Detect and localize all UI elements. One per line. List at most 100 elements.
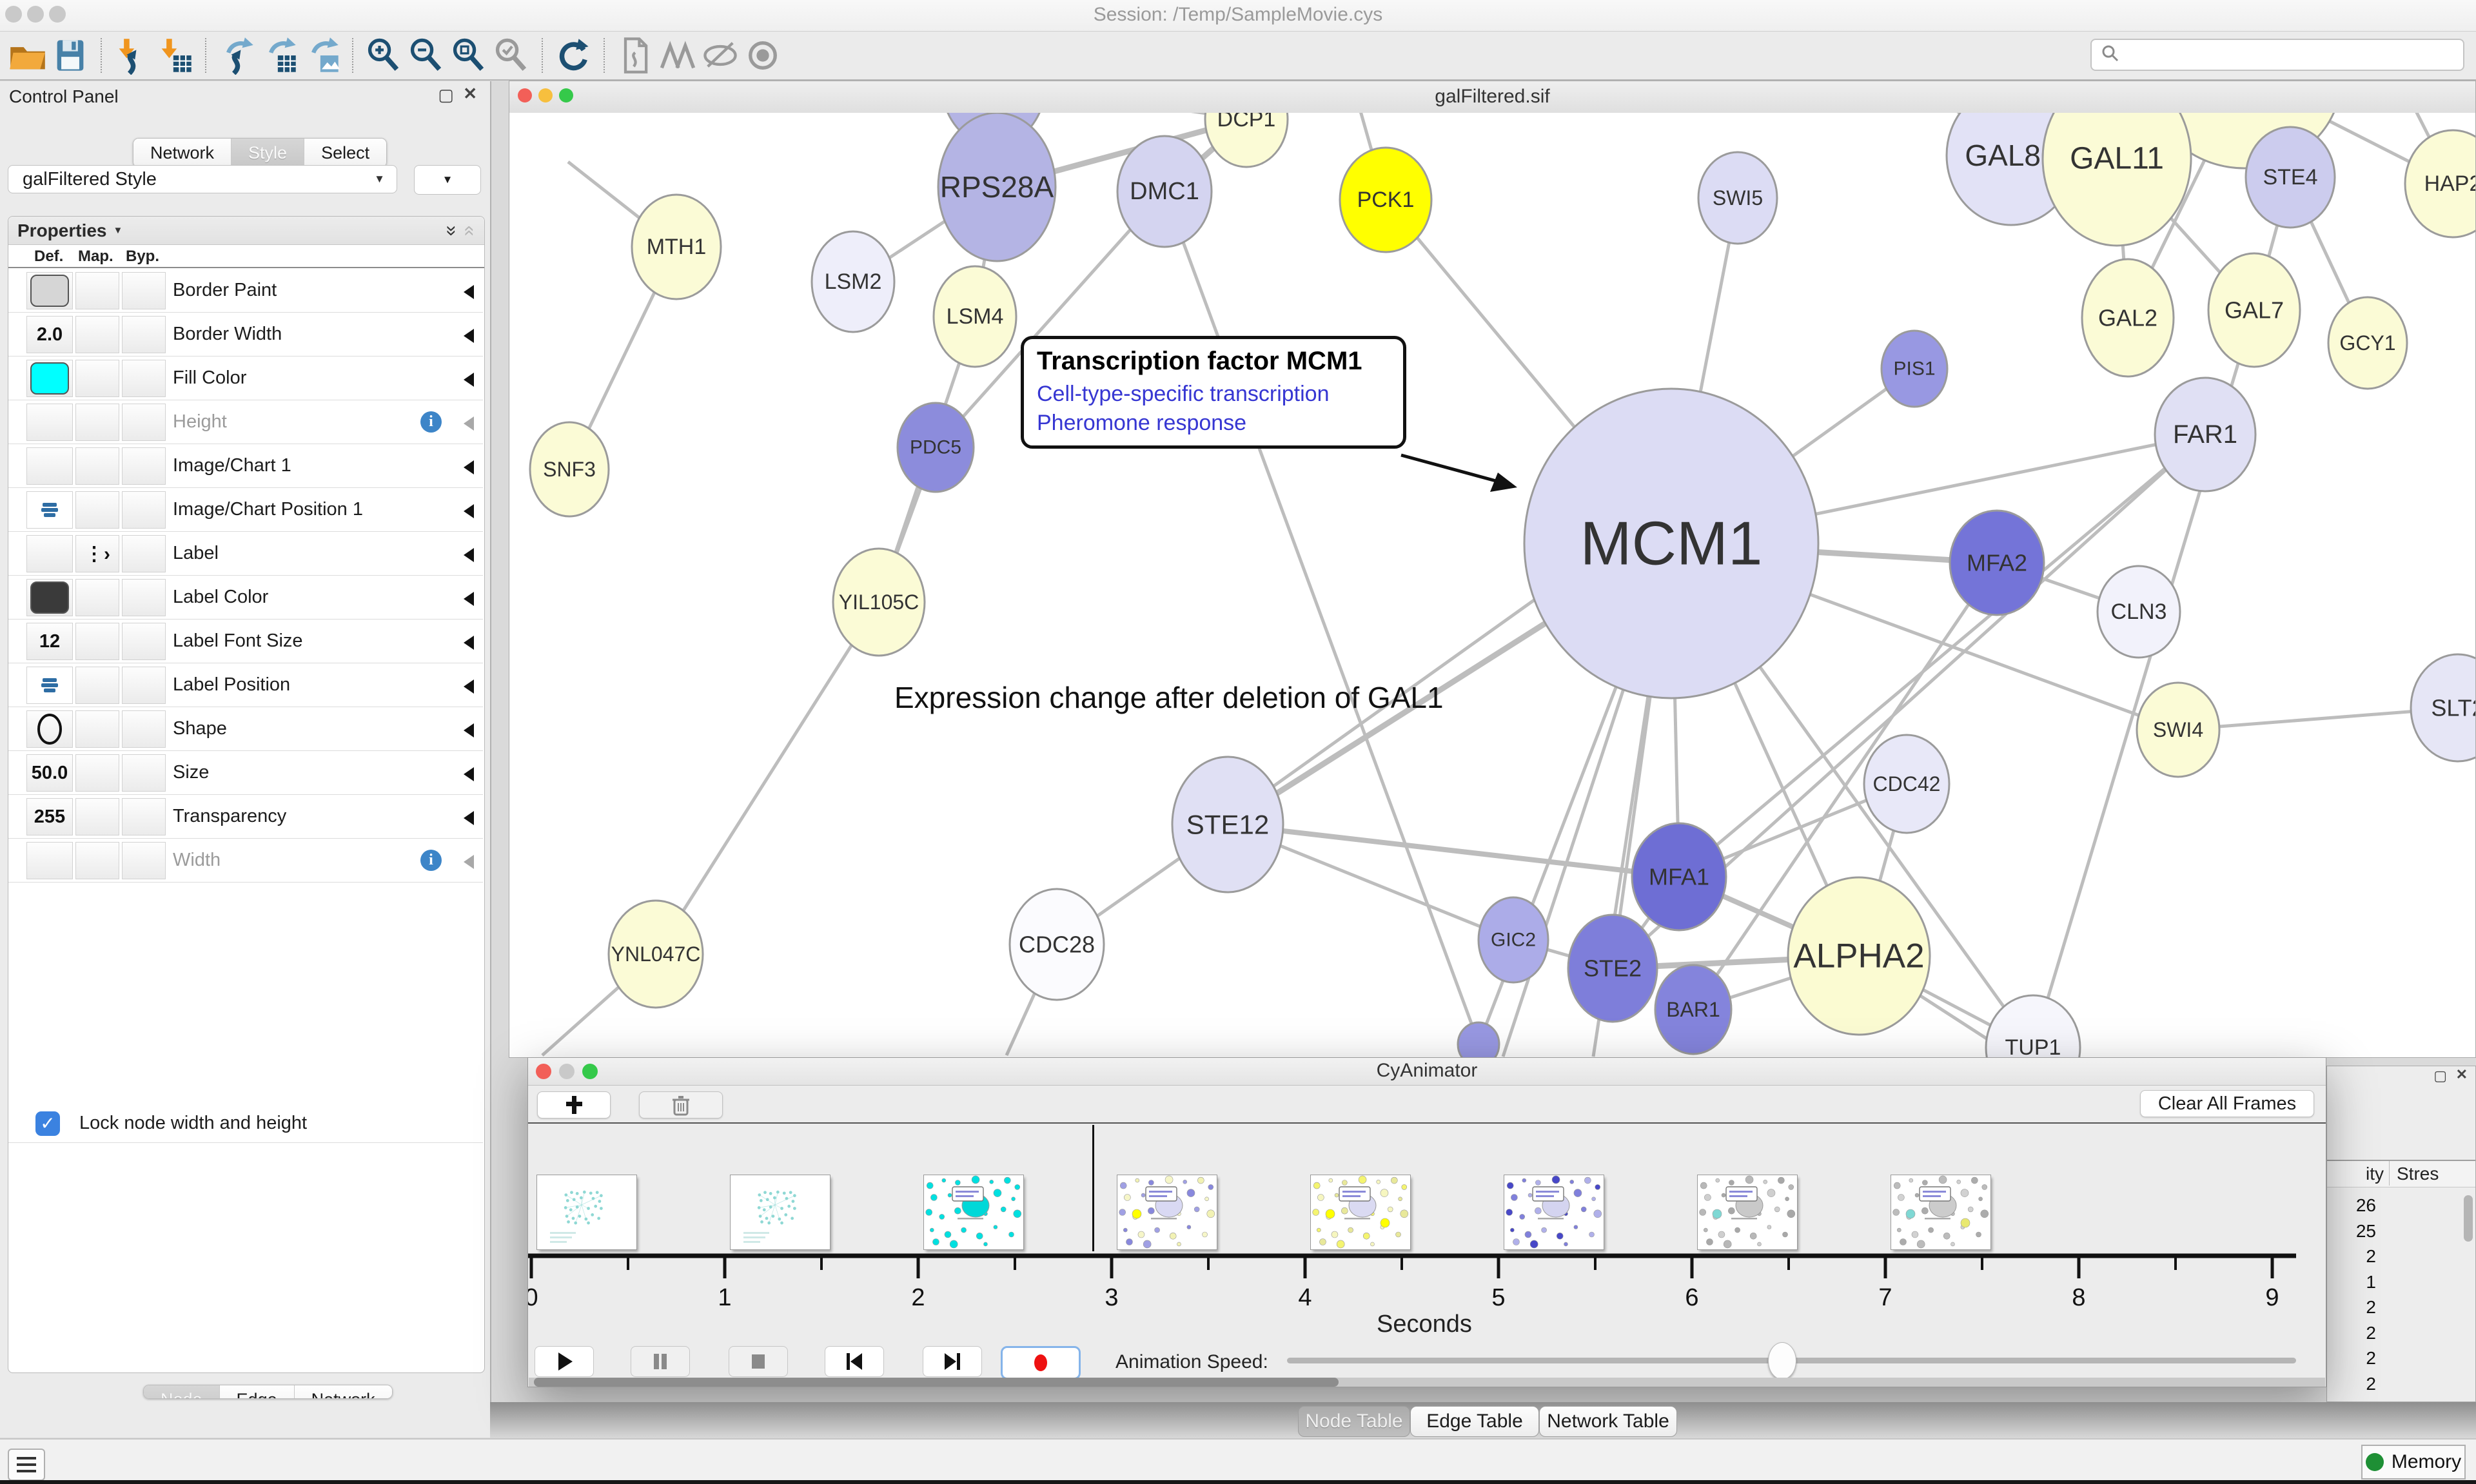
tab-select[interactable]: Select bbox=[304, 139, 387, 167]
bypass-cell[interactable] bbox=[122, 798, 166, 835]
node-GIC2[interactable] bbox=[1477, 896, 1549, 984]
node-SC1[interactable] bbox=[1457, 1021, 1500, 1057]
node-MTH1[interactable] bbox=[631, 193, 722, 300]
expand-property-icon[interactable] bbox=[464, 679, 474, 694]
tab-network-table[interactable]: Network Table bbox=[1539, 1406, 1677, 1437]
stop-button[interactable] bbox=[729, 1346, 788, 1377]
node-SWI4[interactable] bbox=[2136, 681, 2221, 778]
mapping-cell[interactable] bbox=[75, 316, 119, 353]
tab-network[interactable]: Network bbox=[294, 1385, 392, 1398]
node-CDC28[interactable] bbox=[1008, 888, 1105, 1001]
expand-property-icon[interactable] bbox=[464, 504, 474, 518]
bypass-cell[interactable] bbox=[122, 579, 166, 616]
memory-button[interactable]: Memory bbox=[2361, 1445, 2466, 1479]
expand-property-icon[interactable] bbox=[464, 855, 474, 869]
mapping-cell[interactable] bbox=[75, 447, 119, 485]
frame-thumbnail-4[interactable] bbox=[1311, 1175, 1410, 1249]
collapse-all-icon[interactable]: « bbox=[459, 225, 481, 236]
frame-thumbnail-3[interactable] bbox=[1117, 1175, 1217, 1249]
float-panel-icon[interactable]: ▢ bbox=[438, 85, 454, 104]
node-GCY1[interactable] bbox=[2327, 296, 2408, 390]
chevron-down-icon[interactable]: ▼ bbox=[113, 225, 123, 236]
node-BAR1[interactable] bbox=[1654, 964, 1733, 1055]
annotation-link-2[interactable]: Pheromone response bbox=[1037, 410, 1247, 435]
node-SNF3[interactable] bbox=[529, 421, 610, 518]
skip-end-button[interactable] bbox=[923, 1346, 982, 1377]
open-folder-button[interactable] bbox=[6, 34, 49, 77]
network-titlebar[interactable]: galFiltered.sif bbox=[509, 81, 2475, 113]
mapping-cell[interactable] bbox=[75, 623, 119, 660]
zoom-in-button[interactable] bbox=[362, 34, 405, 77]
node-HAP2[interactable] bbox=[2404, 129, 2475, 239]
lock-checkbox[interactable]: ✓ bbox=[35, 1111, 60, 1136]
bypass-cell[interactable] bbox=[122, 535, 166, 572]
results-scrollbar[interactable] bbox=[2464, 1195, 2473, 1242]
mapping-cell[interactable] bbox=[75, 579, 119, 616]
expand-property-icon[interactable] bbox=[464, 548, 474, 562]
node-FAR1[interactable] bbox=[2154, 376, 2257, 493]
node-LSM2[interactable] bbox=[811, 230, 896, 333]
node-ALPHA2[interactable] bbox=[1787, 876, 1931, 1036]
show-document-button[interactable] bbox=[614, 34, 656, 77]
search-box[interactable] bbox=[2090, 39, 2464, 71]
node-GAL2[interactable] bbox=[2081, 258, 2175, 378]
mapping-cell[interactable] bbox=[75, 272, 119, 309]
bypass-cell[interactable] bbox=[122, 710, 166, 748]
default-value-cell[interactable]: 50.0 bbox=[26, 754, 73, 792]
tab-edge-table[interactable]: Edge Table bbox=[1410, 1406, 1539, 1437]
expand-property-icon[interactable] bbox=[464, 636, 474, 650]
frame-thumbnail-0[interactable] bbox=[537, 1175, 636, 1249]
default-value-cell[interactable]: 255 bbox=[26, 798, 73, 835]
timeline[interactable]: 0 1 2 3 4 5 6 7 8 9 Seconds bbox=[528, 1124, 2326, 1338]
mapping-cell[interactable] bbox=[75, 798, 119, 835]
pause-button[interactable] bbox=[631, 1346, 690, 1377]
search-input[interactable] bbox=[2127, 41, 2463, 68]
expand-property-icon[interactable] bbox=[464, 416, 474, 431]
node-SWI5[interactable] bbox=[1697, 151, 1778, 245]
bypass-cell[interactable] bbox=[122, 272, 166, 309]
zoom-window-icon[interactable] bbox=[582, 1064, 598, 1079]
bypass-cell[interactable] bbox=[122, 447, 166, 485]
node-LSM4[interactable] bbox=[932, 265, 1017, 368]
frame-thumbnail-6[interactable] bbox=[1698, 1175, 1797, 1249]
node-GAL11[interactable] bbox=[2041, 113, 2192, 247]
hide-details-button[interactable] bbox=[699, 34, 742, 77]
mapping-cell[interactable] bbox=[75, 491, 119, 529]
timeline-scrollbar[interactable] bbox=[529, 1378, 2325, 1387]
expand-property-icon[interactable] bbox=[464, 723, 474, 737]
tab-node-table[interactable]: Node Table bbox=[1298, 1406, 1410, 1437]
clear-all-frames-button[interactable]: Clear All Frames bbox=[2140, 1090, 2314, 1117]
node-PIS1[interactable] bbox=[1880, 329, 1949, 408]
export-image-button[interactable] bbox=[300, 34, 343, 77]
show-details-button[interactable] bbox=[742, 34, 784, 77]
frame-thumbnail-2[interactable] bbox=[924, 1175, 1023, 1249]
info-icon[interactable]: i bbox=[420, 411, 442, 433]
node-CDC42[interactable] bbox=[1863, 734, 1950, 834]
minimize-icon[interactable] bbox=[27, 6, 44, 23]
bypass-cell[interactable] bbox=[122, 491, 166, 529]
export-network-button[interactable] bbox=[215, 34, 258, 77]
tab-node[interactable]: Node bbox=[144, 1385, 220, 1398]
tab-style[interactable]: Style bbox=[231, 139, 305, 167]
expand-property-icon[interactable] bbox=[464, 329, 474, 343]
style-options-button[interactable]: ▼ bbox=[414, 165, 481, 195]
frame-thumbnail-1[interactable] bbox=[731, 1175, 830, 1249]
default-value-cell[interactable] bbox=[26, 404, 73, 441]
annotation-box[interactable]: Transcription factor MCM1 Cell-type-spec… bbox=[1021, 336, 1406, 449]
bypass-cell[interactable] bbox=[122, 842, 166, 879]
import-network-button[interactable] bbox=[111, 34, 153, 77]
annotation-link-1[interactable]: Cell-type-specific transcription bbox=[1037, 382, 1330, 406]
expand-property-icon[interactable] bbox=[464, 285, 474, 299]
default-value-cell[interactable] bbox=[26, 491, 73, 529]
expand-property-icon[interactable] bbox=[464, 811, 474, 825]
node-CLN3[interactable] bbox=[2096, 565, 2181, 659]
mapping-cell[interactable] bbox=[75, 667, 119, 704]
delete-frame-button[interactable] bbox=[639, 1091, 723, 1118]
node-STE4[interactable] bbox=[2245, 126, 2336, 229]
mapping-cell[interactable]: ⋮› bbox=[75, 535, 119, 572]
record-button[interactable] bbox=[1001, 1346, 1081, 1380]
zoom-selected-button[interactable] bbox=[490, 34, 533, 77]
mapping-cell[interactable] bbox=[75, 710, 119, 748]
node-YNL047C[interactable] bbox=[607, 899, 704, 1009]
timeline-scrollbar-thumb[interactable] bbox=[534, 1378, 1339, 1387]
